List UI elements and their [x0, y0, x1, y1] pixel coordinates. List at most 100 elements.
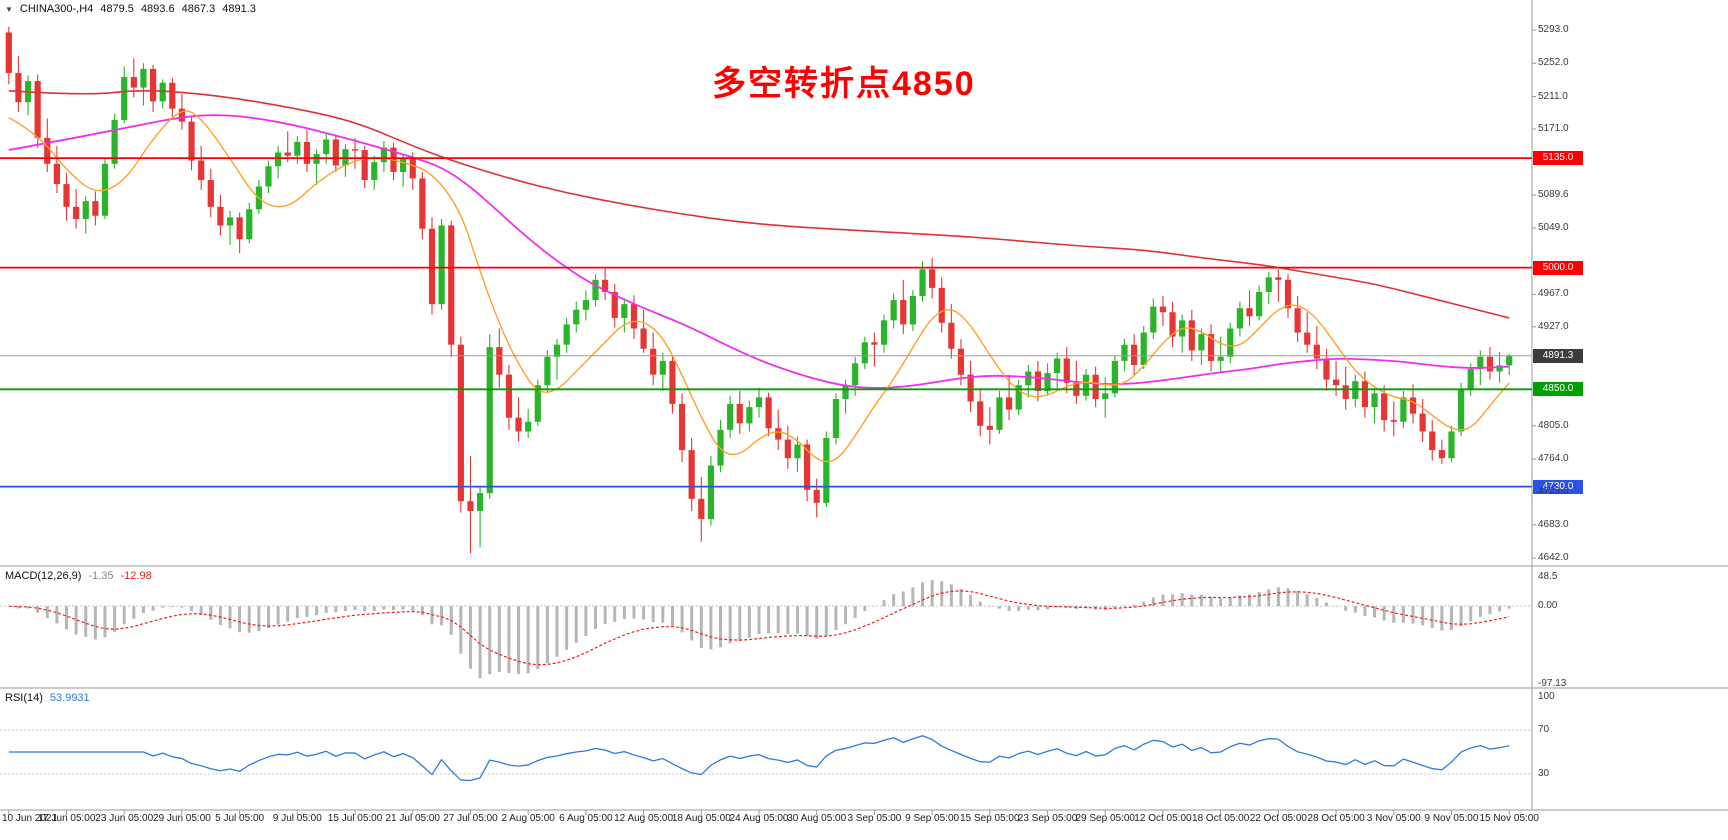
- candle-body-down: [630, 304, 638, 329]
- candle-body-down: [688, 450, 695, 499]
- price-axis[interactable]: [1532, 0, 1728, 810]
- candle-body-up: [111, 120, 118, 164]
- chart-dropdown-icon[interactable]: ▼: [5, 4, 13, 14]
- candle-body-down: [34, 81, 41, 138]
- candle-body-up: [323, 139, 330, 155]
- candle-body-down: [1092, 374, 1099, 400]
- candle-body-up: [1506, 355, 1513, 366]
- candle-body-down: [986, 425, 993, 430]
- candle-body-down: [1294, 308, 1301, 333]
- candle-body-down: [1342, 385, 1349, 400]
- candle-body-down: [1390, 420, 1397, 422]
- candle-body-down: [303, 141, 311, 164]
- candle-body-down: [178, 108, 186, 122]
- candle-body-up: [294, 141, 301, 156]
- candle-body-down: [957, 348, 965, 375]
- candle-body-up: [707, 465, 715, 520]
- candle-body-up: [861, 342, 868, 364]
- candle-body-down: [1409, 397, 1417, 414]
- candle-body-down: [1419, 413, 1426, 432]
- candle-body-down: [784, 439, 791, 459]
- chart-annotation: 多空转折点4850: [712, 65, 976, 103]
- candle-body-down: [149, 68, 157, 102]
- candle-body-down: [130, 77, 137, 88]
- candle-body-up: [592, 279, 599, 301]
- candle-body-down: [900, 300, 907, 325]
- candle-body-down: [198, 160, 205, 181]
- rsi-value: 53.9931: [49, 692, 90, 704]
- candle-body-up: [909, 296, 916, 325]
- candle-body-up: [919, 269, 926, 297]
- candle-body-up: [1121, 344, 1128, 361]
- candle-body-down: [803, 444, 811, 490]
- candle-body-up: [832, 399, 840, 438]
- candle-body-down: [169, 82, 176, 109]
- candle-body-up: [159, 82, 166, 102]
- candle-body-down: [428, 228, 436, 305]
- candle-body-up: [563, 324, 570, 345]
- candle-body-up: [1015, 385, 1022, 410]
- candle-body-up: [727, 403, 734, 430]
- candle-body-up: [1082, 374, 1090, 396]
- candle-body-up: [996, 397, 1003, 430]
- candle-body-down: [92, 201, 99, 216]
- candle-body-down: [1063, 358, 1070, 383]
- candle-body-down: [698, 498, 705, 520]
- candle-body-down: [467, 501, 474, 511]
- candle-body-up: [121, 77, 128, 121]
- candle-body-down: [1207, 334, 1215, 361]
- candle-body-up: [1044, 373, 1051, 391]
- candle-body-down: [967, 374, 974, 402]
- candle-body-down: [448, 225, 455, 345]
- candle-body-up: [890, 300, 897, 321]
- candle-body-up: [1217, 356, 1224, 361]
- candle-body-down: [217, 206, 224, 226]
- candle-body-down: [1246, 308, 1253, 317]
- candle-body-up: [746, 407, 753, 424]
- candle-body-down: [351, 149, 359, 151]
- rsi-line: [8, 735, 1510, 782]
- candle-body-up: [371, 162, 378, 181]
- time-axis[interactable]: [0, 810, 1728, 832]
- candle-body-down: [73, 206, 80, 219]
- candle-body-up: [1458, 389, 1465, 432]
- candle-body-down: [457, 344, 464, 502]
- candle-body-down: [977, 401, 984, 426]
- candle-body-down: [284, 152, 291, 156]
- candle-body-up: [226, 217, 234, 226]
- candle-body-up: [621, 304, 628, 318]
- candle-body-up: [1102, 393, 1109, 400]
- candle-body-down: [602, 279, 609, 292]
- candle-body-down: [1304, 332, 1311, 345]
- candle-body-up: [1448, 431, 1455, 459]
- macd-label: MACD(12,26,9) -1.35 -12.98: [5, 570, 152, 582]
- candle-body-up: [1054, 358, 1061, 374]
- candle-body-down: [63, 184, 70, 207]
- candle-body-down: [515, 417, 522, 432]
- candle-body-down: [1332, 379, 1340, 386]
- candle-body-up: [246, 209, 253, 240]
- symbol-name: CHINA300-,H4: [19, 3, 94, 15]
- candles-layer: [5, 26, 1513, 554]
- candle-body-up: [794, 444, 801, 459]
- candle-body-up: [1371, 393, 1378, 408]
- candle-body-down: [678, 403, 686, 451]
- candle-body-up: [1496, 365, 1503, 372]
- macd-histogram: [16, 580, 1511, 679]
- ma-line-slow: [8, 90, 1510, 319]
- candle-body-up: [544, 356, 551, 386]
- candle-body-down: [1313, 344, 1320, 359]
- ohlc-close: 4891.3: [222, 3, 256, 15]
- candle-body-down: [496, 347, 503, 375]
- candle-body-down: [332, 139, 339, 166]
- candle-body-up: [140, 68, 147, 88]
- candle-body-down: [1275, 277, 1282, 280]
- candle-body-down: [736, 403, 743, 424]
- candle-body-down: [1284, 279, 1292, 309]
- ohlc-low: 4867.3: [181, 3, 216, 15]
- ma-line-medium: [8, 114, 1510, 389]
- candle-body-up: [755, 397, 763, 408]
- candle-body-down: [15, 72, 22, 103]
